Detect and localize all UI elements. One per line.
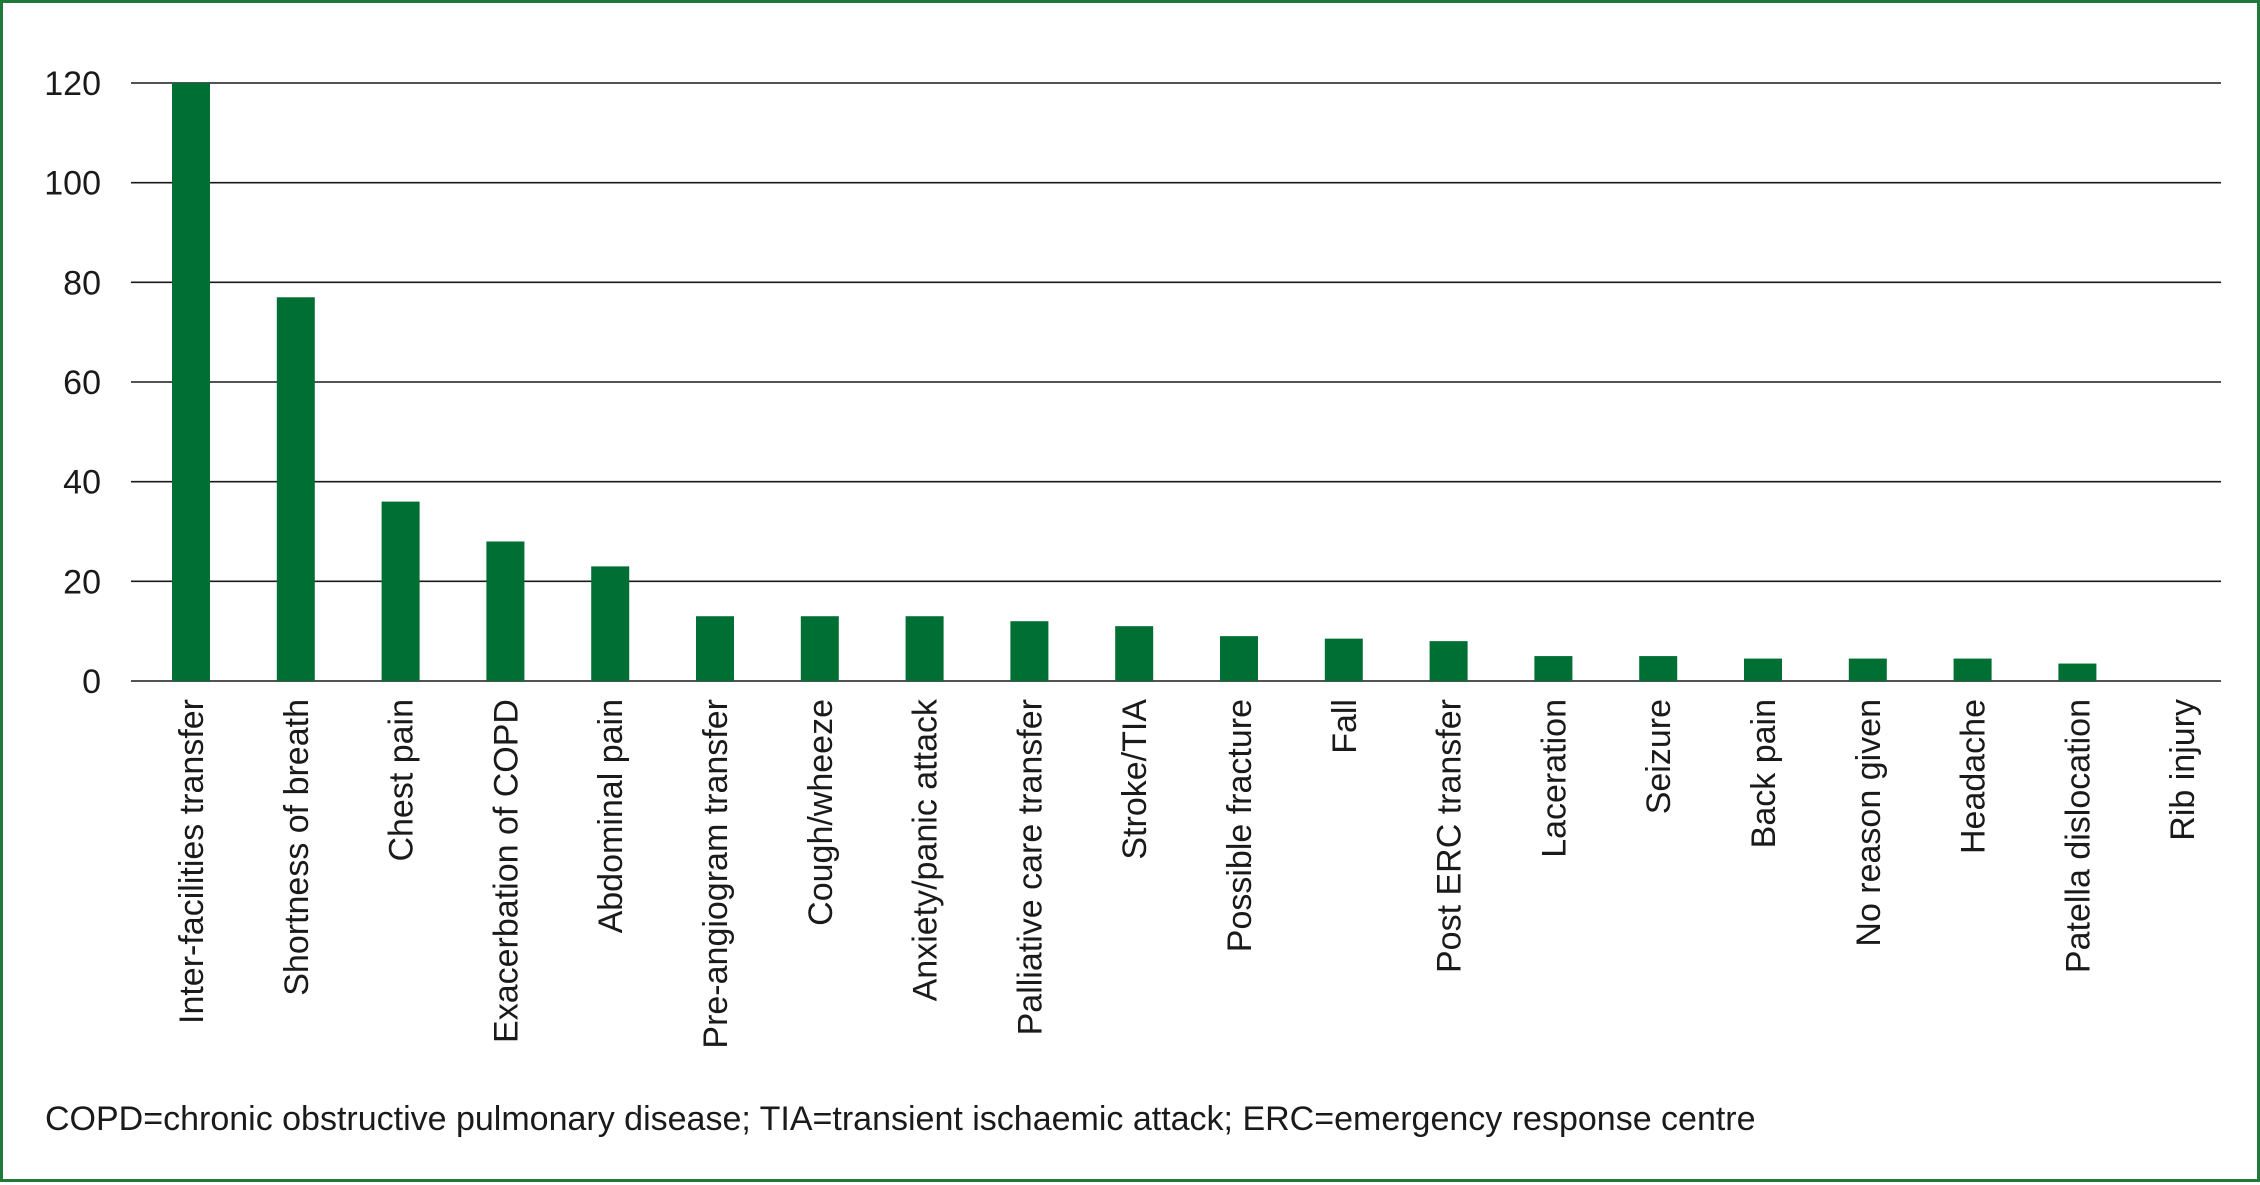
x-category-label: Seizure [1640,699,1678,814]
x-category-label: Headache [1955,699,1993,854]
x-category-label: Patella dislocation [2059,699,2097,973]
x-category-label: Post ERC transfer [1431,699,1469,973]
gridlines [131,82,2221,682]
y-axis-ticks: 0 20 40 60 80 100 120 [44,65,101,701]
bar [172,83,210,681]
bar-chart: 0 20 40 60 80 100 120 Inter-facilities transfe… [44,65,2221,1049]
y-tick-label: 80 [63,264,101,302]
x-category-label: Shortness of breath [278,699,316,996]
x-category-label: Cough/wheeze [802,699,840,926]
y-tick-label: 40 [63,464,101,502]
x-category-label: Abdominal pain [592,699,630,933]
y-tick-label: 120 [44,65,101,103]
bar [2058,663,2097,681]
x-category-label: Chest pain [383,699,421,862]
x-category-label: Fall [1326,699,1364,754]
y-tick-label: 60 [63,364,101,402]
footnote: COPD=chronic obstructive pulmonary disea… [45,1100,1756,1138]
bar [276,297,315,681]
bar [800,616,839,681]
x-category-label: Rib injury [2164,699,2202,841]
bar [486,541,525,681]
bar [1744,658,1782,681]
bar [591,566,630,681]
x-category-label: Pre-angiogram transfer [697,699,735,1049]
x-category-label: Stroke/TIA [1116,699,1154,860]
x-category-label: Possible fracture [1221,699,1259,952]
x-category-label: Inter-facilities transfer [173,699,211,1024]
bar [1115,626,1154,681]
x-category-label: Palliative care transfer [1011,699,1049,1035]
bar [1010,621,1049,681]
bars [172,83,2097,681]
bar [1848,658,1887,681]
x-category-label: Anxiety/panic attack [907,698,945,1001]
bar [1220,636,1258,681]
bar [1953,658,1992,681]
x-category-label: Back pain [1745,699,1783,848]
x-category-label: Exacerbation of COPD [487,699,525,1043]
x-category-label: Laceration [1535,699,1573,858]
bar [1639,656,1678,681]
bar [905,616,944,681]
x-category-label: No reason given [1850,699,1888,947]
bar [381,501,420,681]
y-tick-label: 100 [44,165,101,203]
bar [1429,641,1468,681]
bar [1534,656,1573,681]
y-tick-label: 0 [82,663,101,701]
x-axis-categories: Inter-facilities transfer Shortness of br… [173,698,2202,1049]
y-tick-label: 20 [63,563,101,601]
bar [696,616,734,681]
bar [1324,638,1363,681]
